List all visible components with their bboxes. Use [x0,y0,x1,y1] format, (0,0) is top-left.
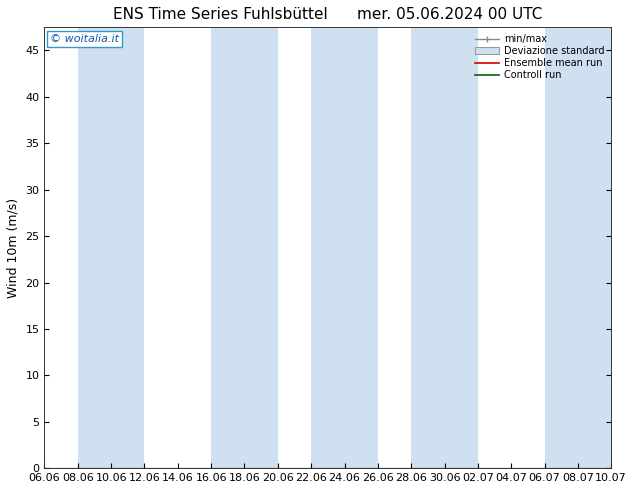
Bar [311,27,378,468]
Text: © woitalia.it: © woitalia.it [50,34,119,44]
Bar [411,27,478,468]
Legend: min/max, Deviazione standard, Ensemble mean run, Controll run: min/max, Deviazione standard, Ensemble m… [473,32,606,82]
Bar [211,27,278,468]
Y-axis label: Wind 10m (m/s): Wind 10m (m/s) [7,197,20,298]
Bar [545,27,611,468]
Title: ENS Time Series Fuhlsbüttel      mer. 05.06.2024 00 UTC: ENS Time Series Fuhlsbüttel mer. 05.06.2… [113,7,543,22]
Bar [78,27,145,468]
